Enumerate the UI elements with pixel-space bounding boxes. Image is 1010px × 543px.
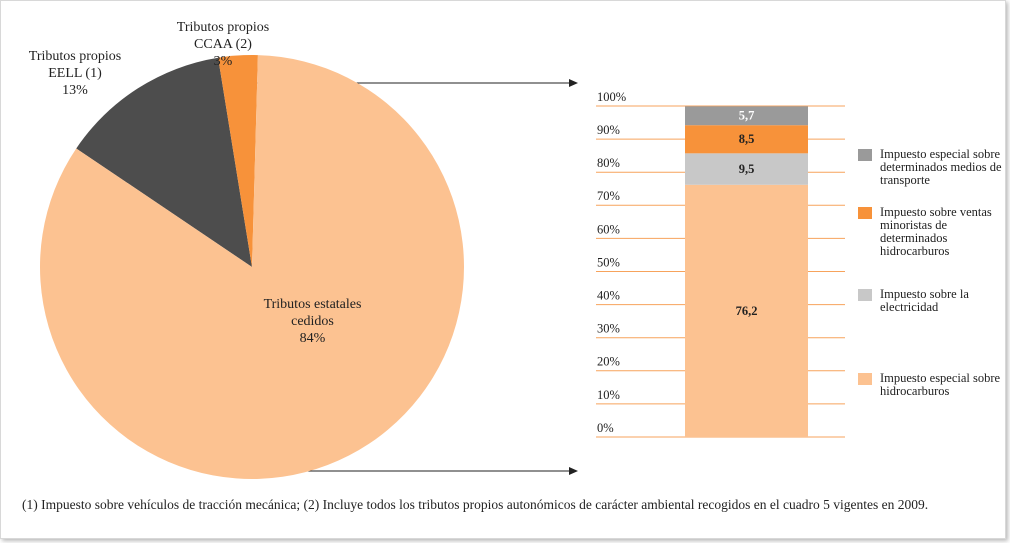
value-label: 9,5: [739, 162, 755, 176]
pie-slice: [39, 55, 464, 480]
category-label: Tributos estatales cedidos: [263, 297, 362, 329]
legend-swatch: [858, 207, 872, 219]
y-tick-label: 80%: [597, 156, 620, 170]
legend-swatch: [858, 149, 872, 161]
y-tick-label: 30%: [597, 322, 620, 336]
pie-slice: [76, 57, 252, 267]
value-label: 3%: [213, 54, 233, 69]
y-tick-label: 0%: [597, 421, 614, 435]
y-tick-label: 10%: [597, 388, 620, 402]
bar-segment: [685, 184, 808, 437]
bar-segment: [685, 106, 808, 126]
bar-segment: [685, 125, 808, 154]
category-label: Tributos propios CCAA (2): [176, 20, 270, 52]
arrow-head: [569, 79, 578, 87]
legend-label: Impuesto especial sobre hidrocarburos: [880, 371, 1001, 398]
y-tick-label: 90%: [597, 123, 620, 137]
legend-swatch: [858, 289, 872, 301]
y-tick-label: 20%: [597, 355, 620, 369]
legend-label: Impuesto especial sobre determinados med…: [880, 147, 1002, 187]
legend-label: Impuesto sobre la electricidad: [880, 287, 969, 314]
slice-label: Tributos estatales cedidos 84%: [255, 296, 370, 347]
y-tick-label: 50%: [597, 255, 620, 269]
legend-swatch: [858, 373, 872, 385]
legend-label: Impuesto sobre ventas minoristas de dete…: [880, 205, 992, 258]
value-label: 5,7: [739, 109, 755, 123]
value-label: 76,2: [736, 304, 758, 318]
category-label: Tributos propios EELL (1): [28, 49, 122, 81]
slice-label: Tributos propios EELL (1) 13%: [12, 48, 138, 99]
y-tick-label: 60%: [597, 222, 620, 236]
footnote: (1) Impuesto sobre vehículos de tracción…: [22, 497, 929, 512]
arrow-head: [569, 467, 578, 475]
y-tick-label: 40%: [597, 288, 620, 302]
value-label: 8,5: [739, 132, 755, 146]
value-label: 84%: [299, 331, 326, 346]
pie-slice: [218, 55, 258, 267]
slice-label: Tributos propios CCAA (2) 3%: [160, 19, 286, 70]
y-tick-label: 70%: [597, 189, 620, 203]
y-tick-label: 100%: [597, 90, 626, 104]
value-label: 13%: [62, 83, 88, 98]
bar-segment: [685, 153, 808, 185]
